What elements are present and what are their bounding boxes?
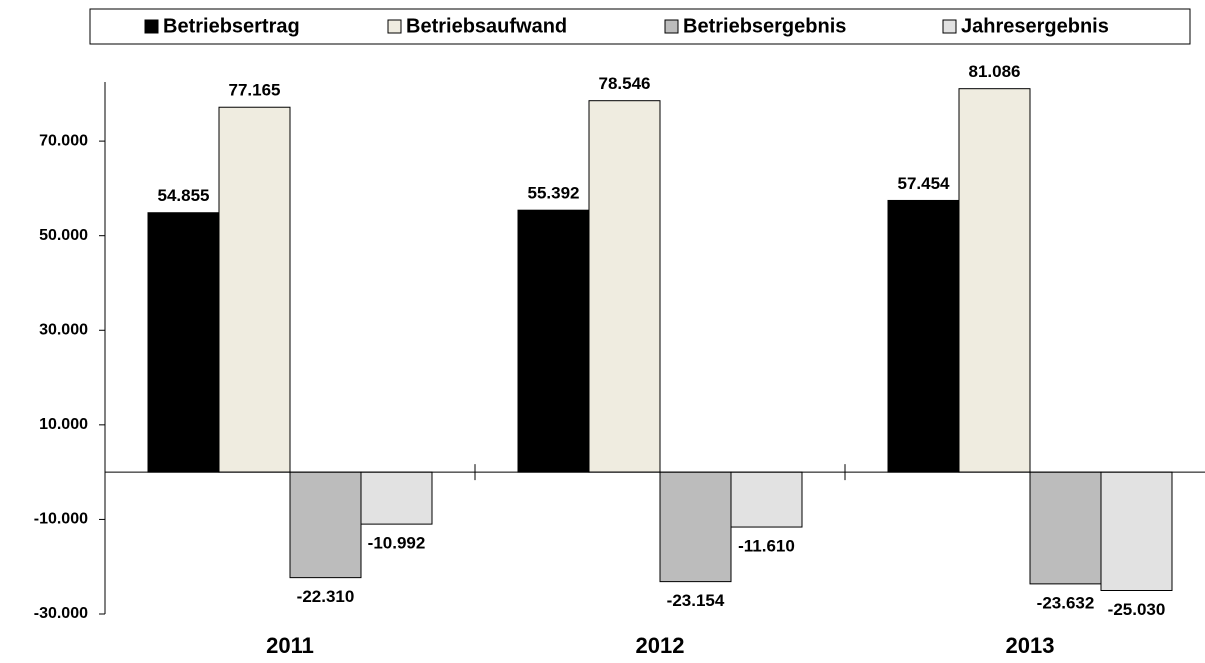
legend-label: Betriebsergebnis (683, 15, 846, 37)
legend-swatch (144, 19, 159, 34)
legend-label: Betriebsaufwand (406, 15, 567, 37)
legend-swatch (942, 19, 957, 34)
value-label: -23.632 (1037, 593, 1095, 612)
legend-label: Betriebsertrag (163, 15, 300, 37)
value-label: 57.454 (898, 174, 951, 193)
bar (659, 471, 732, 583)
bar (1100, 471, 1173, 591)
value-label: -22.310 (297, 587, 355, 606)
bar (289, 471, 362, 579)
value-label: -10.992 (368, 534, 426, 553)
bar (517, 209, 590, 473)
value-label: -23.154 (667, 591, 725, 610)
value-label: -25.030 (1108, 600, 1166, 619)
legend-label: Jahresergebnis (961, 15, 1109, 37)
y-tick-label: 50.000 (39, 227, 88, 244)
value-label: 54.855 (158, 186, 210, 205)
bar (730, 471, 803, 528)
y-tick-label: 30.000 (39, 321, 88, 338)
value-label: 78.546 (599, 74, 651, 93)
bar (147, 212, 220, 473)
bar (588, 100, 661, 473)
bar (1029, 471, 1102, 585)
y-tick-label: -10.000 (34, 511, 88, 528)
bar (360, 471, 433, 525)
legend-swatch (664, 19, 679, 34)
value-label: 55.392 (528, 184, 580, 203)
legend-swatch (387, 19, 402, 34)
value-label: 81.086 (969, 62, 1021, 81)
value-label: -11.610 (738, 537, 795, 556)
x-tick-label: 2012 (636, 633, 685, 658)
bar (958, 88, 1031, 473)
y-tick-label: -30.000 (34, 605, 88, 622)
bar (887, 199, 960, 473)
bar (218, 106, 291, 473)
y-tick-label: 70.000 (39, 132, 88, 149)
y-tick-label: 10.000 (39, 416, 88, 433)
value-label: 77.165 (229, 81, 281, 100)
x-tick-label: 2011 (266, 633, 314, 658)
x-tick-label: 2013 (1006, 633, 1055, 658)
legend-box (89, 8, 1191, 45)
